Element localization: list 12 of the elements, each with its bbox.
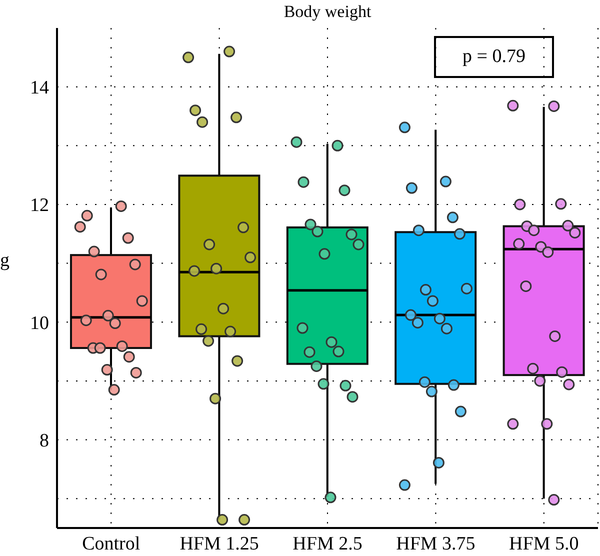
y-tick-label: 14 <box>30 78 50 99</box>
y-axis-title: g <box>0 250 10 272</box>
annotation: p = 0.79 <box>434 36 554 78</box>
chart-title: Body weight <box>282 2 372 22</box>
x-tick-label: HFM 1.25 <box>180 533 259 554</box>
x-tick-label: HFM 5.0 <box>509 533 579 554</box>
y-tick-label: 12 <box>30 195 49 216</box>
x-tick-label: HFM 2.5 <box>292 533 362 554</box>
x-tick-label: Control <box>82 533 140 554</box>
y-tick-label: 8 <box>40 430 49 452</box>
x-tick-label: HFM 3.75 <box>396 533 476 554</box>
y-tick-label: 10 <box>30 312 49 334</box>
